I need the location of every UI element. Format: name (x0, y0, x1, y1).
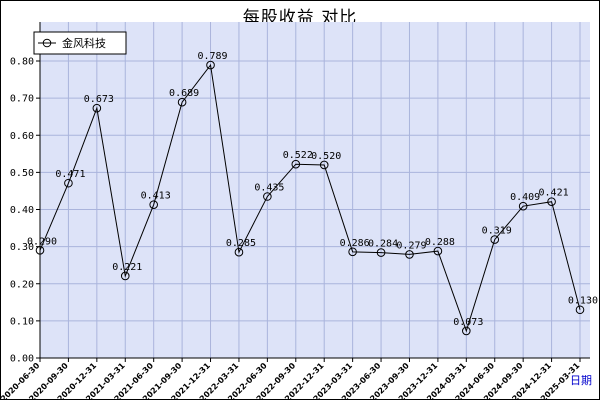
data-label: 0.520 (311, 151, 341, 162)
legend-marker (42, 38, 52, 48)
y-tick-label: 0.40 (10, 205, 34, 216)
y-tick-label: 0.80 (10, 57, 34, 68)
y-tick-label: 0.70 (10, 94, 34, 105)
data-point (462, 326, 471, 336)
data-point (490, 235, 500, 244)
data-label: 0.319 (482, 226, 512, 237)
data-label: 0.522 (283, 150, 313, 161)
legend-entry: 金风科技 (62, 36, 106, 50)
y-tick-label: 0.20 (10, 279, 34, 290)
y-tick-label: 0.10 (10, 316, 34, 327)
data-label: 0.435 (254, 183, 284, 194)
data-label: 0.288 (425, 237, 455, 248)
data-point (92, 103, 102, 113)
x-axis-ticks: 2020-06-302020-09-302020-12-312021-03-31… (0, 358, 582, 400)
y-tick-label: 0.60 (10, 131, 34, 142)
y-tick-label: 0.50 (10, 168, 34, 179)
data-label: 0.130 (568, 296, 598, 307)
data-point (319, 160, 329, 170)
data-point (348, 247, 357, 257)
data-label: 0.471 (55, 169, 85, 180)
data-label: 0.286 (340, 238, 370, 249)
data-point (120, 271, 130, 281)
data-label: 0.413 (141, 191, 171, 202)
legend-box (33, 31, 127, 55)
data-point (433, 246, 443, 256)
series-points (35, 60, 585, 336)
data-label: 0.284 (368, 239, 398, 250)
data-label: 0.279 (396, 240, 426, 251)
data-point (547, 197, 556, 207)
data-label: 0.073 (453, 317, 483, 328)
data-point (206, 60, 215, 70)
series-line (39, 63, 581, 333)
data-point (177, 97, 187, 107)
data-label: 0.285 (226, 238, 256, 249)
data-label: 0.221 (112, 262, 142, 273)
data-point (35, 246, 45, 255)
data-point (405, 250, 414, 259)
data-labels: 0.290 0.471 0.673 0.221 0.413 0.689 0.789 0.285… (27, 51, 598, 328)
grid-lines (40, 22, 590, 358)
data-point (575, 305, 585, 315)
data-point (149, 200, 158, 209)
y-tick-label: 0.30 (10, 242, 34, 253)
data-point (518, 201, 528, 211)
x-axis-label: 日期 (570, 374, 592, 387)
y-axis-ticks: 0.00 0.10 0.20 0.30 0.40 0.50 0.60 0.70 0.80 (10, 57, 40, 365)
data-point (376, 248, 386, 257)
data-point (291, 159, 301, 169)
data-label: 0.421 (539, 188, 569, 199)
data-point (263, 192, 272, 201)
y-tick-label: 0.00 (10, 354, 34, 365)
plot-area (40, 22, 590, 358)
data-point (64, 178, 73, 188)
data-label: 0.673 (84, 94, 114, 105)
legend: 金风科技 (33, 31, 127, 55)
data-label: 0.409 (510, 192, 540, 203)
axes (39, 22, 590, 359)
data-label: 0.789 (197, 51, 227, 62)
data-label: 0.689 (169, 88, 199, 99)
data-label: 0.290 (27, 236, 57, 247)
data-point (234, 247, 244, 257)
